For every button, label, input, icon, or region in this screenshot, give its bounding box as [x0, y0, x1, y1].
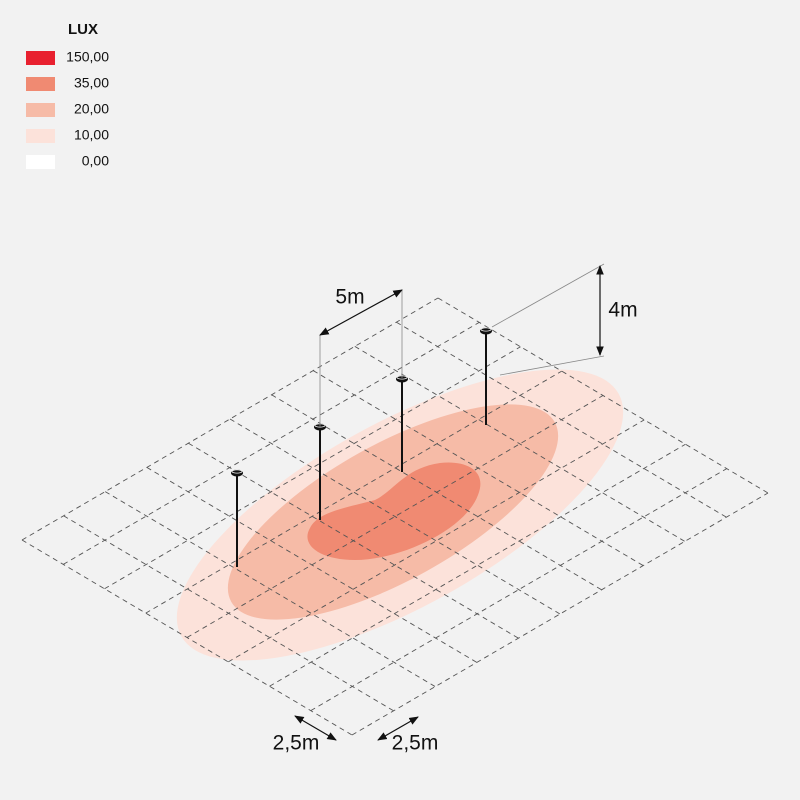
legend-swatch	[26, 77, 55, 91]
dimension-line	[377, 716, 419, 741]
legend-swatch	[26, 51, 55, 65]
dimension-line	[319, 289, 403, 336]
extension-line	[491, 263, 605, 328]
lamp-rim	[231, 469, 243, 474]
legend-label: 35,00	[74, 75, 109, 91]
dimensions: 5m 4m 2,5m 2,5m	[273, 263, 638, 755]
contours	[176, 369, 624, 661]
dimension-label: 2,5m	[273, 732, 320, 755]
grid	[21, 297, 769, 736]
dimension-label: 2,5m	[392, 732, 439, 755]
legend-label: 10,00	[74, 127, 109, 143]
legend-label: 150,00	[66, 49, 109, 65]
legend: 150,00 35,00 20,00 10,00 0,00	[26, 49, 109, 169]
extension-line	[499, 355, 605, 376]
contour-35	[307, 462, 481, 560]
legend-label: 20,00	[74, 101, 109, 117]
dimension-label: 4m	[608, 299, 637, 322]
grid-line	[104, 491, 436, 687]
legend-title: LUX	[68, 21, 98, 38]
dimension-line	[294, 715, 337, 741]
grid-line	[354, 346, 686, 542]
legend-swatch	[26, 103, 55, 117]
legend-swatch	[26, 129, 55, 143]
dimension-label: 5m	[335, 286, 364, 309]
legend-label: 0,00	[82, 153, 109, 169]
legend-swatch	[26, 155, 55, 169]
lamp-rim	[480, 327, 492, 332]
grid-line	[229, 418, 561, 615]
